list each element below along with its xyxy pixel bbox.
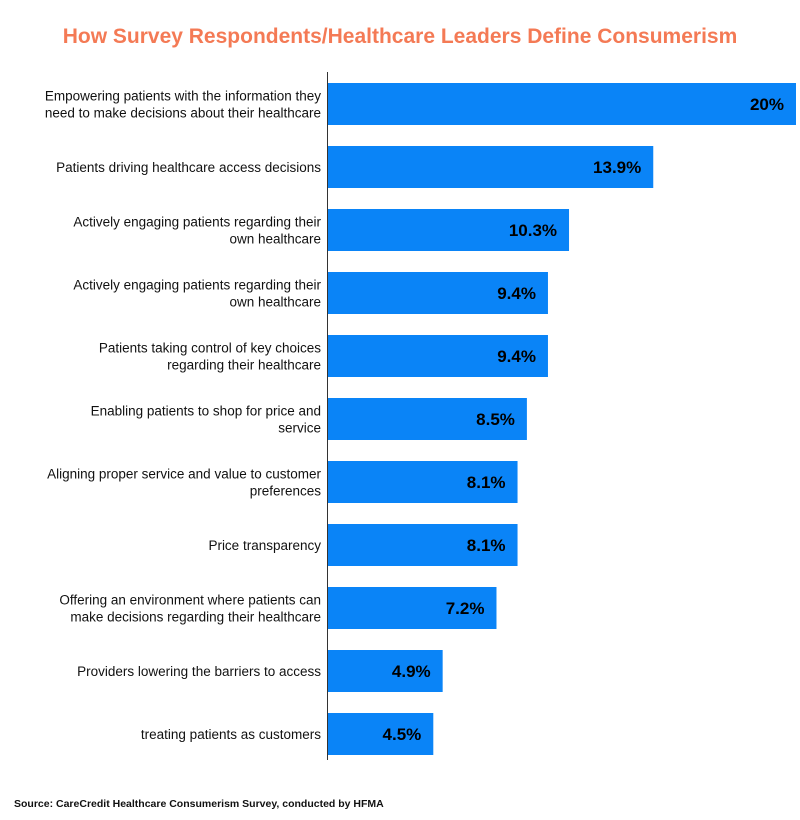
bar-value-label: 13.9% (593, 158, 641, 177)
category-label: Actively engaging patients regarding the… (73, 215, 321, 230)
category-label: Offering an environment where patients c… (59, 593, 321, 608)
category-label: Patients driving healthcare access decis… (56, 160, 321, 175)
bar (328, 587, 497, 629)
category-label: Providers lowering the barriers to acces… (77, 664, 321, 679)
bar-value-label: 4.5% (383, 725, 422, 744)
category-label: make decisions regarding their healthcar… (70, 610, 321, 625)
bar (328, 83, 796, 125)
category-label: preferences (250, 484, 322, 499)
bar-value-label: 8.1% (467, 473, 506, 492)
category-label: Actively engaging patients regarding the… (73, 278, 321, 293)
category-label: own healthcare (229, 295, 321, 310)
category-label: Aligning proper service and value to cus… (47, 467, 321, 482)
bar-value-label: 7.2% (446, 599, 485, 618)
bar (328, 524, 518, 566)
category-label: Patients taking control of key choices (99, 341, 321, 356)
bar (328, 272, 548, 314)
chart-title: How Survey Respondents/Healthcare Leader… (63, 25, 738, 48)
bar-value-label: 9.4% (497, 284, 536, 303)
bar (328, 335, 548, 377)
bar-value-label: 20% (750, 95, 784, 114)
bar-value-label: 8.1% (467, 536, 506, 555)
bar (328, 398, 527, 440)
category-label: need to make decisions about their healt… (45, 106, 321, 121)
bar-value-label: 10.3% (509, 221, 557, 240)
bar (328, 146, 654, 188)
bar-value-label: 4.9% (392, 662, 431, 681)
category-label: regarding their healthcare (167, 358, 321, 373)
category-label: Price transparency (208, 538, 321, 553)
bar (328, 209, 570, 251)
category-label: treating patients as customers (141, 727, 321, 742)
bar-value-label: 9.4% (497, 347, 536, 366)
category-label: service (278, 421, 321, 436)
bars-group: 20% Empowering patients with the informat… (45, 83, 796, 755)
bar (328, 650, 443, 692)
category-label: own healthcare (229, 232, 321, 247)
source-note: Source: CareCredit Healthcare Consumeris… (14, 798, 384, 810)
bar-value-label: 8.5% (476, 410, 515, 429)
category-label: Enabling patients to shop for price and (91, 404, 321, 419)
bar (328, 461, 518, 503)
bar (328, 713, 434, 755)
category-label: Empowering patients with the information… (45, 89, 321, 104)
